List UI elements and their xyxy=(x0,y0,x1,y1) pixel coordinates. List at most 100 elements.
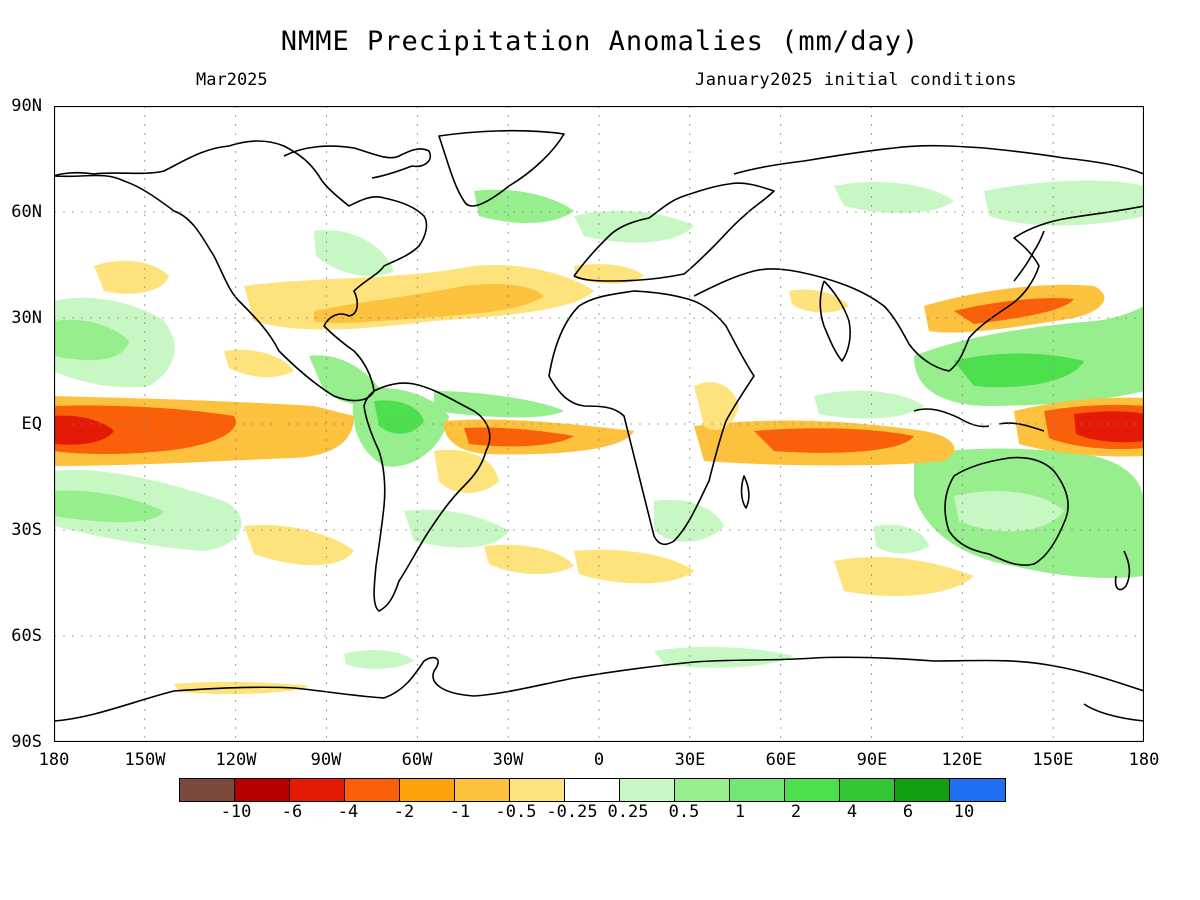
map-border xyxy=(54,106,1144,742)
wet-anomaly-amazon-core xyxy=(374,400,424,434)
initial-conditions-label: January2025 initial conditions xyxy=(695,70,1018,90)
colorbar-swatch xyxy=(510,779,565,801)
wet-anomaly-northeast-us xyxy=(314,230,394,276)
lon-label-150e: 150E xyxy=(1032,750,1074,770)
lon-label-120e: 120E xyxy=(941,750,983,770)
wet-anomaly-south-america xyxy=(404,509,509,548)
dry-anomaly-south-indian-ocean xyxy=(574,549,694,584)
colorbar-swatch xyxy=(840,779,895,801)
colorbar-label: 6 xyxy=(902,802,914,822)
lat-label-90n: 90N xyxy=(11,96,42,116)
colorbar-swatch xyxy=(400,779,455,801)
dry-anomaly-mexico xyxy=(224,349,294,378)
lon-label-30w: 30W xyxy=(492,750,524,770)
dry-anomaly-west-pacific-max xyxy=(1074,411,1144,443)
wet-anomaly-maritime-continent xyxy=(814,390,924,419)
colorbar-swatch xyxy=(235,779,290,801)
wet-anomaly-north-atlantic xyxy=(474,189,574,223)
coastline-australia xyxy=(944,456,1069,566)
colorbar-label: -4 xyxy=(337,802,359,822)
coastline-japan xyxy=(1013,230,1045,282)
lon-label-180e: 180 xyxy=(1128,750,1160,770)
wet-anomaly-south-indian xyxy=(874,524,929,554)
coastline-africa-europe xyxy=(548,290,755,546)
dry-anomaly-equatorial-atlantic-core xyxy=(464,427,574,447)
dry-anomaly-indian-ocean-core xyxy=(754,428,914,453)
dry-anomaly-south-pacific xyxy=(244,524,354,566)
colorbar-swatch xyxy=(565,779,620,801)
colorbar-swatch xyxy=(895,779,950,801)
lon-label-90w: 90W xyxy=(310,750,342,770)
lon-label-150w: 150W xyxy=(124,750,166,770)
dry-anomaly-east-pacific-itcz-core xyxy=(54,405,236,455)
dry-anomaly-north-pacific-band xyxy=(94,260,169,294)
wet-anomaly-south-pacific-core xyxy=(54,490,164,523)
dry-anomaly-gulf-atlantic-core xyxy=(314,284,544,324)
colorbar-label: 2 xyxy=(790,802,802,822)
coastline-india xyxy=(819,280,851,362)
colorbar-label: -0.5 xyxy=(495,802,537,822)
coastline-asia xyxy=(693,144,1144,372)
lon-label-120w: 120W xyxy=(215,750,257,770)
lat-label-90s: 90S xyxy=(11,732,42,752)
colorbar-swatch xyxy=(620,779,675,801)
wet-anomaly-north-pacific-core xyxy=(54,319,129,361)
wet-anomaly-europe xyxy=(574,210,694,243)
colorbar-swatch xyxy=(730,779,785,801)
lon-label-60e: 60E xyxy=(765,750,797,770)
lat-label-30n: 30N xyxy=(11,308,42,328)
coastlines xyxy=(54,129,1144,722)
colorbar-label: 4 xyxy=(846,802,858,822)
coastline-arctic-islands xyxy=(283,145,431,179)
coastline-north-america xyxy=(54,140,428,402)
anomaly-fields xyxy=(54,180,1144,694)
lon-label-0: 0 xyxy=(593,750,605,770)
wet-anomaly-tropical-atlantic xyxy=(434,391,564,418)
colorbar-label: 0.25 xyxy=(607,802,649,822)
lat-label-60s: 60S xyxy=(11,626,42,646)
lon-label-180w: 180 xyxy=(38,750,70,770)
wet-anomaly-siberia xyxy=(834,181,954,213)
coastline-maritime-continent xyxy=(913,408,1045,432)
dry-anomaly-japan-core xyxy=(954,298,1074,324)
lat-label-30s: 30S xyxy=(11,520,42,540)
colorbar-label: 1 xyxy=(734,802,746,822)
colorbar-swatch xyxy=(950,779,1005,801)
colorbar-swatch xyxy=(180,779,235,801)
coastline-europe-north xyxy=(573,182,775,282)
colorbar-label: -10 xyxy=(220,802,252,822)
graticule xyxy=(54,106,1144,742)
colorbar-swatch xyxy=(455,779,510,801)
colorbar-label: 0.5 xyxy=(668,802,700,822)
coastline-antarctica xyxy=(54,656,1144,722)
target-month-label: Mar2025 xyxy=(196,70,268,90)
colorbar-swatch xyxy=(785,779,840,801)
lat-label-60n: 60N xyxy=(11,202,42,222)
dry-anomaly-southern-ocean xyxy=(834,556,974,596)
colorbar-swatch xyxy=(345,779,400,801)
coastline-south-america xyxy=(363,382,491,612)
dry-anomaly-central-asia xyxy=(789,289,849,313)
coastline-greenland xyxy=(438,129,565,207)
colorbar-label: -0.25 xyxy=(546,802,598,822)
dry-anomaly-south-atlantic xyxy=(484,544,574,575)
lon-label-60w: 60W xyxy=(401,750,433,770)
coastline-madagascar xyxy=(740,475,750,509)
map-svg xyxy=(54,106,1144,742)
colorbar-label: 10 xyxy=(953,802,975,822)
colorbar xyxy=(179,778,1006,802)
colorbar-label: -1 xyxy=(449,802,471,822)
wet-anomaly-west-pacific-core xyxy=(954,353,1084,388)
wet-anomaly-australia-interior xyxy=(954,491,1064,532)
precipitation-anomaly-map xyxy=(54,106,1144,742)
lon-label-90e: 90E xyxy=(856,750,888,770)
map-title: NMME Precipitation Anomalies (mm/day) xyxy=(280,26,920,57)
colorbar-label: -2 xyxy=(393,802,415,822)
wet-anomaly-northeast-asia xyxy=(984,180,1144,226)
lon-label-30e: 30E xyxy=(674,750,706,770)
wet-anomaly-antarctic-atlantic xyxy=(344,650,414,669)
lat-label-eq: EQ xyxy=(21,414,42,434)
colorbar-swatch xyxy=(290,779,345,801)
dry-anomaly-mediterranean xyxy=(574,264,644,284)
colorbar-swatch xyxy=(675,779,730,801)
